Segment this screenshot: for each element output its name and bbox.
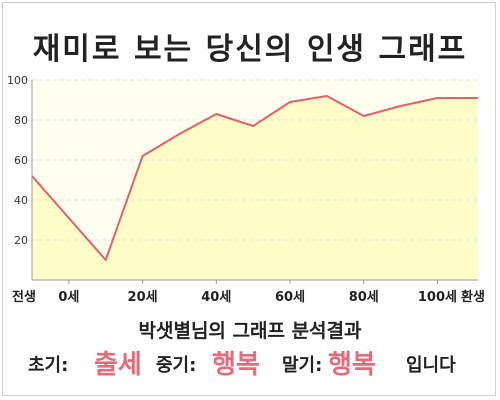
- late-value: 행복: [328, 350, 376, 380]
- late-label: 말기:: [282, 355, 323, 376]
- y-tick-label: 100: [7, 74, 28, 87]
- chart-title: 재미로 보는 당신의 인생 그래프: [32, 32, 468, 67]
- analysis-title: 박샛별님의 그래프 분석결과: [138, 320, 362, 342]
- early-label: 초기:: [28, 355, 69, 376]
- x-end-label: 환생: [461, 289, 485, 305]
- area-fill: [32, 96, 478, 280]
- early-value: 출세: [94, 350, 142, 380]
- analysis-result-line: 초기: 출세 중기: 행복 말기: 행복 입니다: [0, 348, 500, 384]
- x-tick-label: 60세: [275, 290, 305, 305]
- x-tick-label: 20세: [128, 290, 158, 305]
- mid-value: 행복: [212, 350, 260, 380]
- x-tick-label: 100세: [418, 290, 457, 305]
- y-tick-label: 20: [14, 234, 28, 247]
- y-tick-label: 60: [14, 154, 28, 167]
- x-tick-label: 80세: [349, 290, 379, 305]
- x-tick-label: 0세: [58, 290, 79, 305]
- x-tick-label: 40세: [201, 290, 231, 305]
- ending-text: 입니다: [406, 355, 456, 376]
- y-tick-label: 80: [14, 114, 28, 127]
- y-tick-label: 40: [14, 194, 28, 207]
- mid-label: 중기:: [156, 355, 197, 376]
- life-line: [31, 95, 478, 261]
- x-start-label: 전생: [12, 289, 36, 305]
- image-frame: [2, 2, 496, 396]
